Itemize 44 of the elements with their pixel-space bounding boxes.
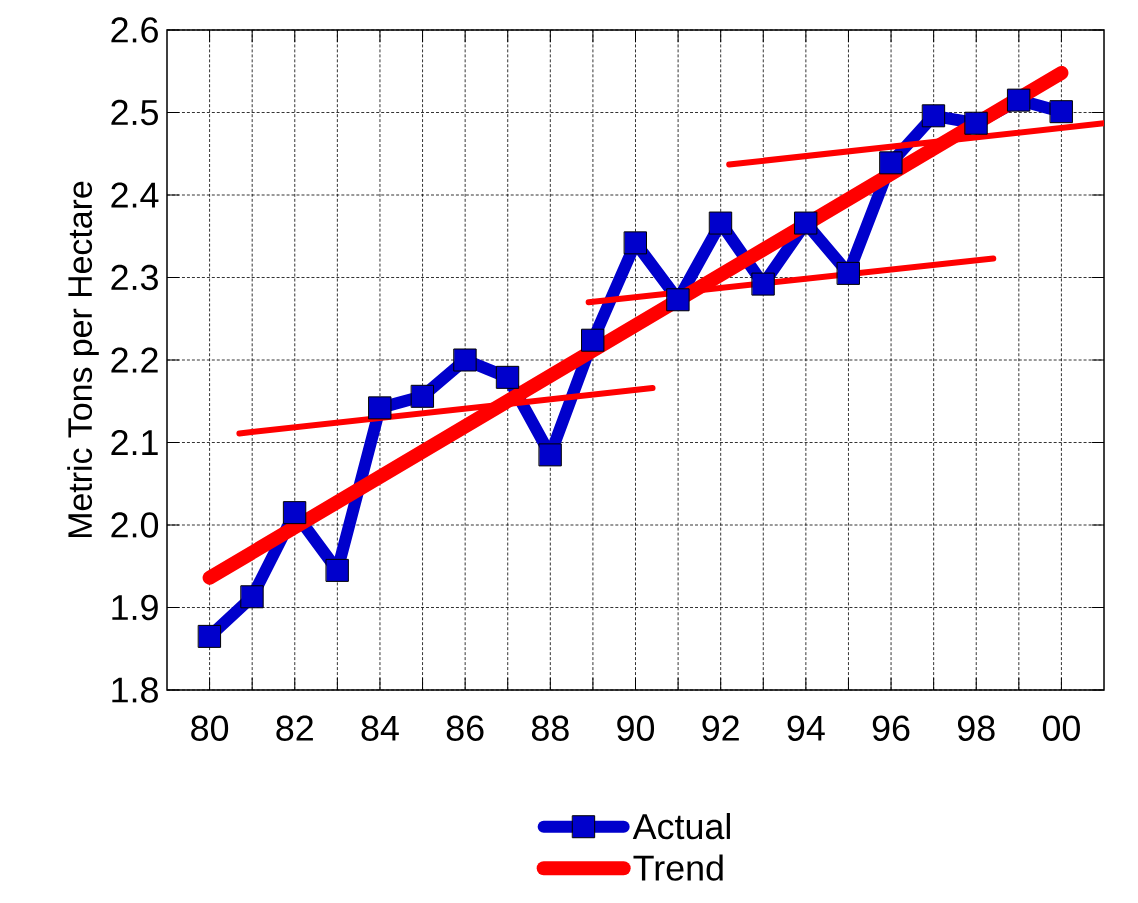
x-tick-label: 90 (617, 715, 655, 741)
point (922, 104, 946, 128)
point (836, 261, 860, 285)
point (240, 585, 264, 609)
x-tick-label: 92 (702, 715, 739, 741)
x-tick-label: 94 (787, 715, 825, 741)
x-tick-label: 86 (446, 715, 484, 741)
point (283, 501, 307, 525)
y-tick-label: 1.9 (112, 594, 158, 621)
point (666, 288, 690, 312)
y-tick-label: 2.5 (111, 99, 158, 126)
point (1049, 100, 1073, 124)
point (325, 558, 349, 582)
point (624, 231, 647, 255)
y-tick-label: 2.1 (111, 429, 158, 456)
y-axis-title: Metric Tons per Hectare (67, 181, 99, 537)
y-tick-label: 1.8 (112, 677, 158, 703)
legend-label: Actual (632, 812, 730, 840)
point (368, 396, 392, 420)
legend-label: Trend (633, 854, 723, 881)
x-tick-label: 98 (957, 715, 995, 741)
x-tick-label: 80 (191, 715, 229, 741)
point (709, 211, 733, 235)
point (453, 348, 477, 372)
point (879, 151, 903, 175)
point (964, 111, 988, 135)
point (411, 384, 435, 408)
point (538, 443, 562, 467)
y-tick-label: 2.2 (111, 347, 158, 373)
x-tick-label: 84 (361, 715, 399, 741)
y-tick-label: 2.3 (111, 264, 158, 291)
point (1007, 88, 1031, 112)
point (198, 624, 222, 648)
x-tick-label: 00 (1042, 715, 1080, 741)
point (751, 272, 775, 296)
point (794, 211, 818, 235)
point (581, 328, 605, 352)
y-tick-label: 2.4 (111, 182, 159, 208)
point (496, 365, 520, 389)
y-tick-label: 2.6 (111, 17, 158, 43)
x-tick-label: 96 (872, 715, 910, 741)
x-tick-label: 88 (531, 715, 569, 741)
y-tick-label: 2.0 (111, 512, 159, 538)
x-tick-label: 82 (276, 715, 313, 741)
